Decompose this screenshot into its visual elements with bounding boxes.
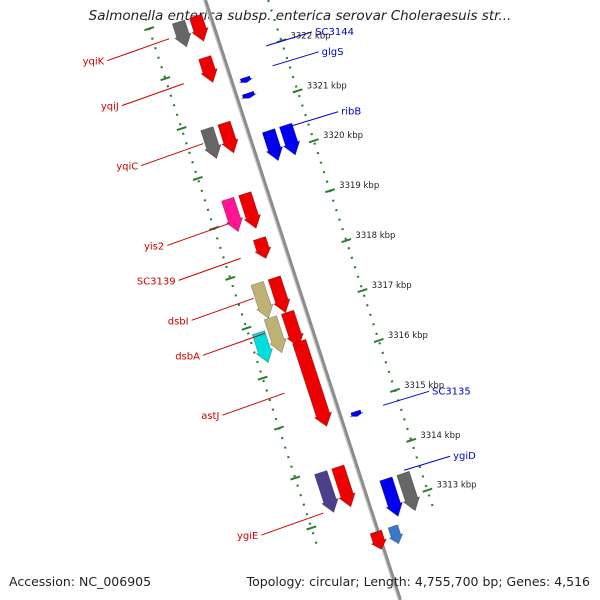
label-leader-line [272, 51, 319, 67]
label-leader-line [202, 332, 266, 356]
ruler-major-tick [273, 425, 285, 431]
gene-features [171, 13, 420, 550]
ruler-major-tick [176, 126, 187, 132]
label-leader-line [121, 83, 184, 107]
label-leader-line [291, 111, 339, 127]
gene-labels: yqiK yqiJ yqiC yis2 SC3139 dsbI dsbA astJ ygiE SC… [83, 27, 477, 542]
gene-label-reverse: ribB [341, 107, 361, 118]
kbp-tick-label: 3320 kbp [323, 131, 363, 141]
ruler-major-tick [257, 375, 268, 381]
gene-label-reverse: SC3144 [315, 27, 354, 38]
accession-text: Accession: NC_006905 [9, 574, 152, 589]
kbp-tick-label: 3319 kbp [339, 181, 379, 191]
ruler-major-tick [373, 337, 384, 343]
ruler-major-tick [406, 437, 417, 443]
gene-arrow [189, 13, 209, 42]
gene-arrow [369, 529, 388, 550]
label-leader-line [191, 297, 254, 321]
kbp-tick-label: 3316 kbp [388, 331, 428, 341]
gene-label-forward: SC3139 [137, 276, 176, 287]
label-leader-line [178, 257, 241, 281]
gene-label-forward: ygiE [237, 531, 258, 542]
gene-arrow [217, 120, 239, 154]
gene-arrow [292, 338, 333, 427]
gene-label-forward: yis2 [144, 241, 164, 252]
kbp-tick-label: 3318 kbp [355, 231, 395, 241]
ruler-major-tick [306, 525, 317, 531]
ruler-major-tick [308, 138, 319, 144]
kbp-tick-label: 3321 kbp [307, 81, 347, 91]
gene-arrow [251, 330, 273, 364]
gene-arrow [200, 126, 222, 160]
ruler-major-tick [324, 188, 336, 194]
gene-arrow [252, 236, 272, 259]
genome-backbone [203, 0, 402, 600]
gene-arrow [267, 275, 291, 314]
label-leader-line [382, 390, 430, 406]
label-leader-line [167, 222, 230, 246]
gene-label-forward: dsbI [168, 316, 189, 327]
gene-arrow [314, 470, 339, 513]
gene-arrow [241, 90, 257, 99]
gene-label-forward: astJ [201, 411, 219, 422]
genome-summary-text: Topology: circular; Length: 4,755,700 bp… [246, 574, 590, 589]
gene-arrow [379, 476, 403, 517]
ruler-rings [144, 0, 435, 549]
ruler-major-tick [389, 387, 401, 393]
gene-label-reverse: ygiD [453, 451, 476, 462]
label-leader-line [222, 392, 285, 416]
backbone-line [203, 0, 402, 600]
gene-arrow [349, 409, 364, 417]
gene-arrow [198, 55, 218, 83]
backbone-highlight [203, 0, 399, 600]
label-leader-line [403, 455, 451, 471]
gene-arrow [396, 470, 420, 512]
gene-label-forward: yqiJ [101, 102, 119, 113]
gene-arrow [238, 191, 261, 229]
gene-arrow [331, 464, 356, 508]
ruler-major-tick [422, 487, 433, 493]
label-leader-line [141, 143, 204, 167]
label-leader-line [107, 38, 170, 62]
label-leader-line [266, 31, 313, 47]
gene-arrow [250, 281, 274, 319]
kbp-tick-label: 3322 kbp [290, 31, 330, 41]
kbp-tick-label: 3315 kbp [404, 381, 444, 391]
gene-arrow [387, 524, 404, 545]
gene-arrow [171, 19, 192, 48]
ruler-major-tick [290, 475, 301, 481]
gene-label-forward: yqiC [116, 162, 138, 173]
kbp-tick-label: 3314 kbp [420, 431, 460, 441]
gene-label-forward: yqiK [83, 57, 105, 68]
gene-arrow [263, 315, 287, 354]
gene-arrow [261, 128, 284, 162]
gene-label-reverse: SC3135 [432, 386, 471, 397]
gene-arrow [239, 75, 253, 83]
gene-arrow [221, 196, 244, 233]
gene-label-forward: dsbA [175, 351, 200, 362]
gene-label-reverse: glgS [322, 47, 344, 58]
label-leader-line [261, 512, 324, 536]
ruler-major-tick [160, 76, 171, 82]
ruler-major-tick [241, 325, 252, 331]
ruler-major-tick [357, 288, 368, 294]
ruler-major-tick [192, 175, 203, 181]
ruler-major-tick [225, 275, 236, 281]
gene-arrow [280, 309, 304, 348]
ruler-major-tick [292, 88, 303, 94]
gene-arrow [279, 122, 301, 156]
kbp-tick-label: 3317 kbp [372, 281, 412, 291]
ruler-major-tick [341, 238, 352, 244]
ruler-major-tick [144, 26, 155, 32]
kbp-tick-label: 3313 kbp [437, 481, 477, 491]
